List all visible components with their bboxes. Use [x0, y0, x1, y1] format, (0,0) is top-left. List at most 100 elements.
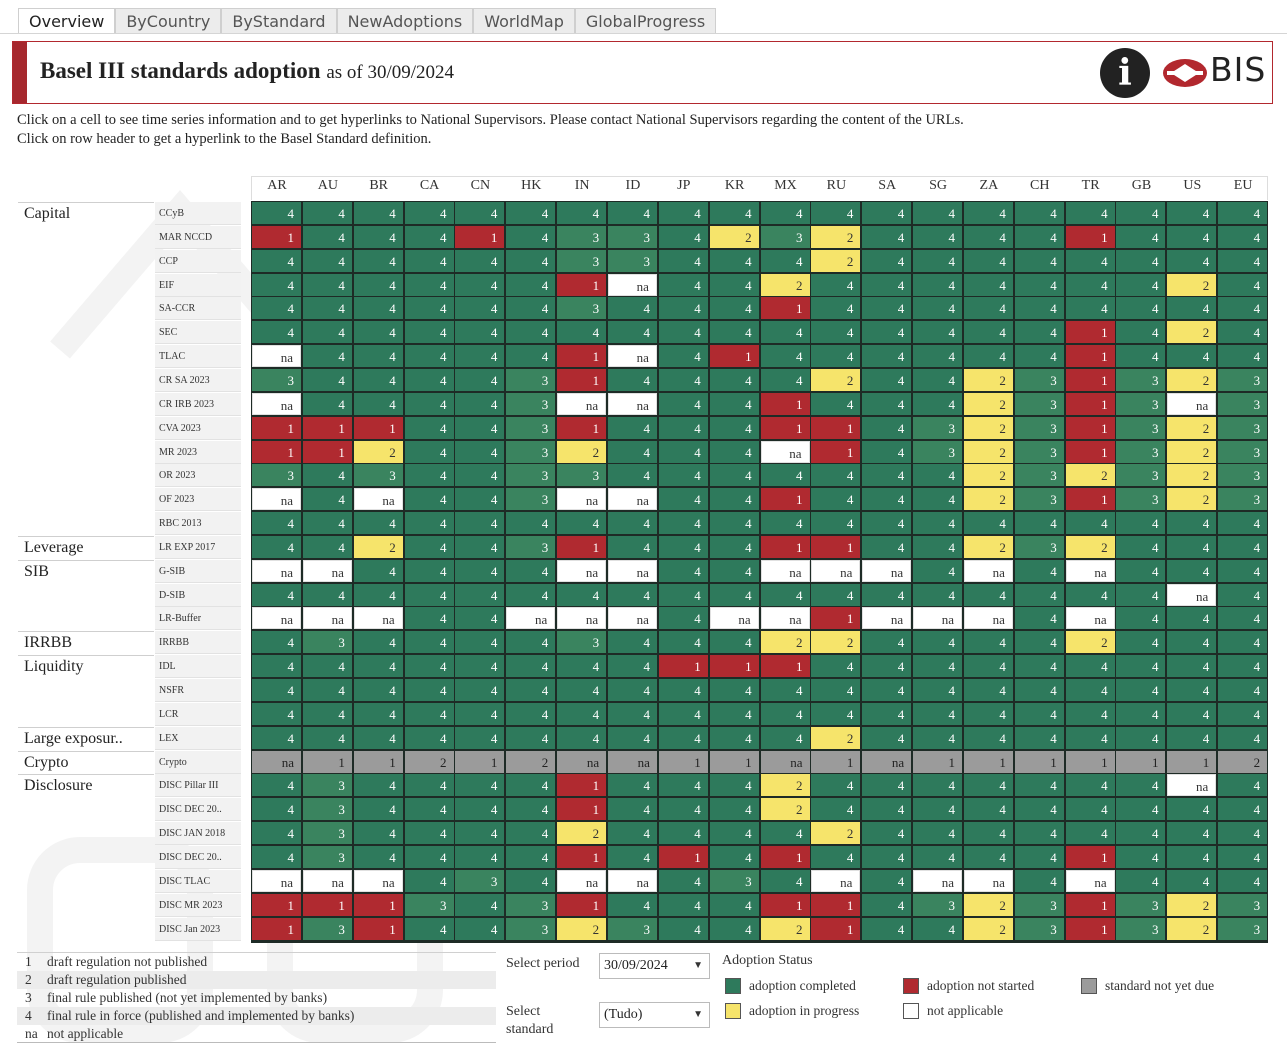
status-cell[interactable]: 4	[607, 512, 657, 535]
status-cell[interactable]: 4	[1014, 297, 1064, 320]
status-cell[interactable]: 4	[709, 845, 759, 868]
status-cell[interactable]: 4	[913, 464, 963, 487]
row-header[interactable]: DISC Jan 2023	[155, 917, 241, 941]
status-cell[interactable]: 4	[353, 702, 403, 725]
status-cell[interactable]: 3	[1218, 488, 1268, 511]
status-cell[interactable]: 4	[1116, 297, 1166, 320]
status-cell[interactable]: 3	[252, 368, 301, 391]
status-cell[interactable]: 4	[1014, 559, 1064, 582]
status-cell[interactable]: 4	[760, 202, 810, 224]
status-cell[interactable]: na	[963, 559, 1013, 582]
status-cell[interactable]: 3	[557, 631, 607, 654]
status-cell[interactable]: 4	[1167, 535, 1217, 558]
status-cell[interactable]: 4	[963, 345, 1013, 368]
status-cell[interactable]: 4	[1014, 225, 1064, 248]
row-header[interactable]: G-SIB	[155, 559, 241, 583]
status-cell[interactable]: 4	[658, 607, 708, 630]
status-cell[interactable]: 4	[709, 488, 759, 511]
status-cell[interactable]: 1	[811, 893, 861, 916]
status-cell[interactable]: 4	[1218, 202, 1268, 224]
status-cell[interactable]: 4	[913, 512, 963, 535]
status-cell[interactable]: 4	[811, 464, 861, 487]
status-cell[interactable]: 4	[811, 655, 861, 678]
status-cell[interactable]: 4	[709, 249, 759, 272]
status-cell[interactable]: na	[607, 488, 657, 511]
status-cell[interactable]: 1	[302, 440, 352, 463]
status-cell[interactable]: 4	[963, 631, 1013, 654]
tab-bystandard[interactable]: ByStandard	[221, 8, 337, 34]
status-cell[interactable]: 4	[353, 249, 403, 272]
status-cell[interactable]: 4	[658, 702, 708, 725]
status-cell[interactable]: 4	[862, 392, 912, 415]
status-cell[interactable]: 4	[455, 655, 505, 678]
status-cell[interactable]: 4	[302, 297, 352, 320]
status-cell[interactable]: 2	[1167, 464, 1217, 487]
status-cell[interactable]: 4	[353, 273, 403, 296]
status-cell[interactable]: 4	[404, 869, 454, 892]
status-cell[interactable]: 4	[658, 869, 708, 892]
status-cell[interactable]: 4	[1167, 559, 1217, 582]
status-cell[interactable]: 4	[1218, 679, 1268, 701]
status-cell[interactable]: 4	[1116, 249, 1166, 272]
status-cell[interactable]: 3	[506, 917, 556, 940]
status-cell[interactable]: 4	[404, 368, 454, 391]
status-cell[interactable]: 4	[302, 345, 352, 368]
status-cell[interactable]: 4	[252, 774, 301, 797]
status-cell[interactable]: 2	[760, 917, 810, 940]
status-cell[interactable]: 4	[862, 822, 912, 845]
status-cell[interactable]: 1	[557, 893, 607, 916]
status-cell[interactable]: 4	[1218, 297, 1268, 320]
status-cell[interactable]: 4	[302, 392, 352, 415]
status-cell[interactable]: 1	[709, 655, 759, 678]
status-cell[interactable]: 4	[1218, 345, 1268, 368]
status-cell[interactable]: 1	[1065, 845, 1115, 868]
status-cell[interactable]: 4	[455, 512, 505, 535]
status-cell[interactable]: na	[862, 750, 912, 773]
status-cell[interactable]: 4	[862, 225, 912, 248]
status-cell[interactable]: 4	[963, 655, 1013, 678]
status-cell[interactable]: 3	[1218, 416, 1268, 439]
status-cell[interactable]: 4	[455, 488, 505, 511]
status-cell[interactable]: 4	[760, 512, 810, 535]
status-cell[interactable]: 3	[607, 917, 657, 940]
status-cell[interactable]: 4	[302, 225, 352, 248]
status-cell[interactable]: 4	[862, 726, 912, 749]
status-cell[interactable]: 4	[1065, 655, 1115, 678]
status-cell[interactable]: 4	[353, 202, 403, 224]
status-cell[interactable]: 4	[404, 392, 454, 415]
status-cell[interactable]: 4	[658, 225, 708, 248]
row-header[interactable]: CR SA 2023	[155, 368, 241, 392]
status-cell[interactable]: 4	[1167, 249, 1217, 272]
status-cell[interactable]: 3	[404, 893, 454, 916]
status-cell[interactable]: 4	[709, 917, 759, 940]
status-cell[interactable]: 4	[607, 321, 657, 344]
status-cell[interactable]: 4	[404, 535, 454, 558]
status-cell[interactable]: 4	[1116, 845, 1166, 868]
status-cell[interactable]: 4	[1218, 655, 1268, 678]
status-cell[interactable]: 4	[607, 535, 657, 558]
status-cell[interactable]: 4	[1014, 345, 1064, 368]
status-cell[interactable]: 4	[1116, 822, 1166, 845]
status-cell[interactable]: 4	[709, 893, 759, 916]
status-cell[interactable]: 1	[1065, 368, 1115, 391]
status-cell[interactable]: 3	[557, 464, 607, 487]
status-cell[interactable]: 4	[963, 202, 1013, 224]
status-cell[interactable]: 4	[252, 512, 301, 535]
status-cell[interactable]: 4	[1116, 726, 1166, 749]
status-cell[interactable]: 4	[658, 822, 708, 845]
status-cell[interactable]: 3	[1014, 464, 1064, 487]
status-cell[interactable]: 2	[811, 822, 861, 845]
status-cell[interactable]: 4	[1116, 869, 1166, 892]
status-cell[interactable]: 4	[506, 273, 556, 296]
status-cell[interactable]: 4	[658, 321, 708, 344]
status-cell[interactable]: 4	[455, 822, 505, 845]
status-cell[interactable]: 4	[455, 249, 505, 272]
status-cell[interactable]: na	[353, 869, 403, 892]
status-cell[interactable]: 4	[1014, 726, 1064, 749]
status-cell[interactable]: 4	[455, 392, 505, 415]
status-cell[interactable]: 4	[302, 679, 352, 701]
status-cell[interactable]: 3	[302, 774, 352, 797]
status-cell[interactable]: 4	[709, 726, 759, 749]
status-cell[interactable]: 4	[506, 845, 556, 868]
row-header[interactable]: NSFR	[155, 679, 241, 702]
